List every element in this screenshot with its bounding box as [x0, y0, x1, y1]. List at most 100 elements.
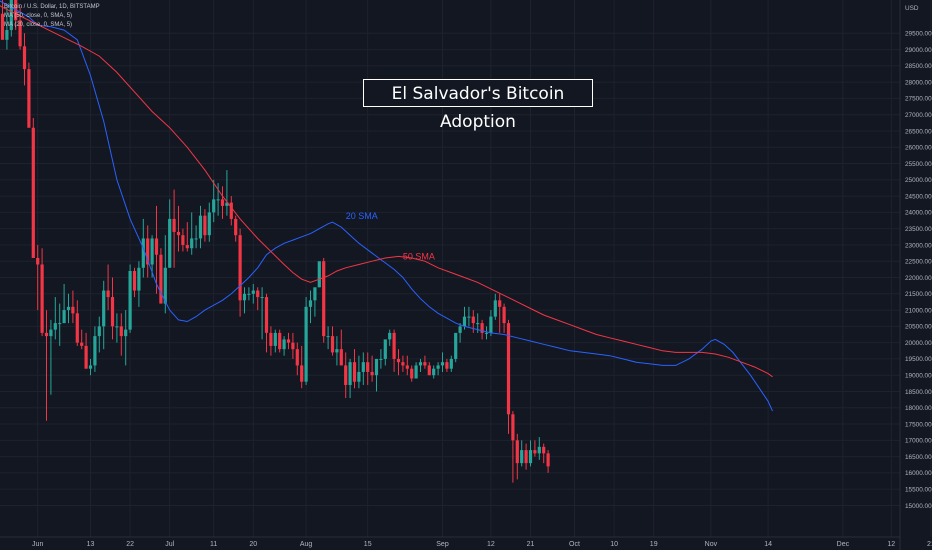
candle-body[interactable]	[110, 297, 115, 327]
candle-body[interactable]	[154, 238, 159, 255]
candle-body[interactable]	[286, 339, 291, 343]
candle-body[interactable]	[322, 261, 326, 337]
candle-body[interactable]	[542, 446, 546, 454]
candle-body[interactable]	[388, 332, 392, 340]
sma20-line[interactable]	[0, 0, 773, 412]
candle-body[interactable]	[212, 199, 216, 213]
candle-body[interactable]	[31, 127, 35, 258]
candle-body[interactable]	[304, 306, 308, 382]
candle-body[interactable]	[326, 336, 330, 338]
candle-body[interactable]	[185, 244, 189, 249]
candle-body[interactable]	[335, 349, 339, 353]
candle-body[interactable]	[225, 202, 229, 206]
candle-body[interactable]	[330, 336, 335, 353]
candle-body[interactable]	[207, 212, 211, 236]
candle-body[interactable]	[190, 238, 194, 249]
candle-body[interactable]	[348, 362, 352, 385]
sma50-line[interactable]	[0, 0, 773, 378]
candle-body[interactable]	[88, 365, 93, 369]
candle-body[interactable]	[58, 323, 62, 325]
candle-body[interactable]	[220, 199, 225, 206]
candle-body[interactable]	[62, 310, 66, 324]
candle-body[interactable]	[524, 450, 528, 464]
candle-body[interactable]	[528, 450, 533, 464]
candle-body[interactable]	[308, 300, 313, 307]
candle-body[interactable]	[172, 218, 176, 232]
candle-body[interactable]	[132, 271, 137, 291]
candle-body[interactable]	[401, 362, 405, 366]
candle-body[interactable]	[176, 231, 181, 236]
candle-body[interactable]	[40, 264, 44, 333]
candle-body[interactable]	[352, 362, 357, 382]
candle-body[interactable]	[361, 362, 365, 372]
candle-body[interactable]	[506, 323, 511, 415]
candle-body[interactable]	[546, 453, 550, 467]
candle-body[interactable]	[80, 342, 84, 346]
candle-body[interactable]	[471, 316, 475, 324]
candle-body[interactable]	[515, 440, 519, 464]
candle-body[interactable]	[238, 235, 242, 301]
candle-body[interactable]	[445, 362, 449, 369]
candle-body[interactable]	[418, 362, 423, 366]
candle-body[interactable]	[410, 368, 414, 379]
candle-body[interactable]	[458, 326, 462, 333]
candle-body[interactable]	[480, 323, 484, 333]
candle-body[interactable]	[93, 336, 97, 366]
candle-body[interactable]	[462, 316, 467, 327]
candle-body[interactable]	[357, 371, 361, 382]
candle-body[interactable]	[533, 450, 537, 454]
candle-body[interactable]	[159, 254, 163, 304]
candle-body[interactable]	[498, 300, 502, 307]
candle-body[interactable]	[9, 0, 13, 31]
candle-body[interactable]	[18, 20, 22, 47]
candle-body[interactable]	[194, 238, 198, 240]
candle-body[interactable]	[300, 365, 304, 382]
candle-body[interactable]	[339, 349, 343, 366]
symbol-legend[interactable]: Bitcoin / U.S. Dollar, 1D, BITSTAMP	[4, 4, 100, 10]
candle-body[interactable]	[260, 297, 264, 299]
candle-body[interactable]	[27, 69, 31, 128]
candle-body[interactable]	[489, 316, 493, 333]
candle-body[interactable]	[502, 306, 506, 324]
candle-body[interactable]	[97, 326, 101, 337]
candle-body[interactable]	[75, 313, 79, 343]
candle-body[interactable]	[203, 215, 207, 236]
candle-body[interactable]	[520, 450, 524, 464]
candle-body[interactable]	[440, 362, 445, 366]
candle-body[interactable]	[163, 267, 167, 304]
candle-body[interactable]	[44, 332, 49, 337]
candle-body[interactable]	[251, 290, 255, 294]
candle-body[interactable]	[146, 238, 150, 265]
candle-body[interactable]	[71, 306, 75, 314]
candle-body[interactable]	[168, 218, 172, 268]
ma50-legend[interactable]: MA (50, close, 0, SMA, 5)	[4, 13, 73, 19]
candle-body[interactable]	[242, 293, 247, 301]
candle-body[interactable]	[53, 323, 57, 330]
candle-body[interactable]	[493, 300, 497, 317]
candle-body[interactable]	[264, 297, 269, 333]
candle-body[interactable]	[198, 215, 203, 239]
candle-body[interactable]	[282, 339, 286, 350]
candle-body[interactable]	[273, 332, 277, 346]
candle-body[interactable]	[432, 368, 436, 376]
candle-body[interactable]	[374, 358, 379, 376]
candle-body[interactable]	[216, 199, 220, 201]
candle-body[interactable]	[379, 358, 383, 360]
candle-body[interactable]	[291, 342, 295, 350]
candle-body[interactable]	[49, 329, 53, 337]
candle-body[interactable]	[366, 362, 370, 372]
candle-body[interactable]	[414, 365, 418, 379]
candle-body[interactable]	[449, 358, 453, 369]
ma20-legend[interactable]: MA (20, close, 0, SMA, 5)	[4, 22, 73, 28]
candle-body[interactable]	[278, 332, 282, 350]
title-annotation[interactable]: El Salvador's Bitcoin Adoption	[363, 79, 593, 132]
candle-body[interactable]	[467, 316, 471, 318]
candle-body[interactable]	[423, 362, 427, 366]
candle-body[interactable]	[317, 261, 321, 288]
candle-body[interactable]	[405, 365, 409, 369]
candle-body[interactable]	[511, 414, 515, 441]
candle-body[interactable]	[247, 293, 251, 295]
candle-body[interactable]	[313, 287, 317, 301]
candle-body[interactable]	[0, 13, 5, 40]
